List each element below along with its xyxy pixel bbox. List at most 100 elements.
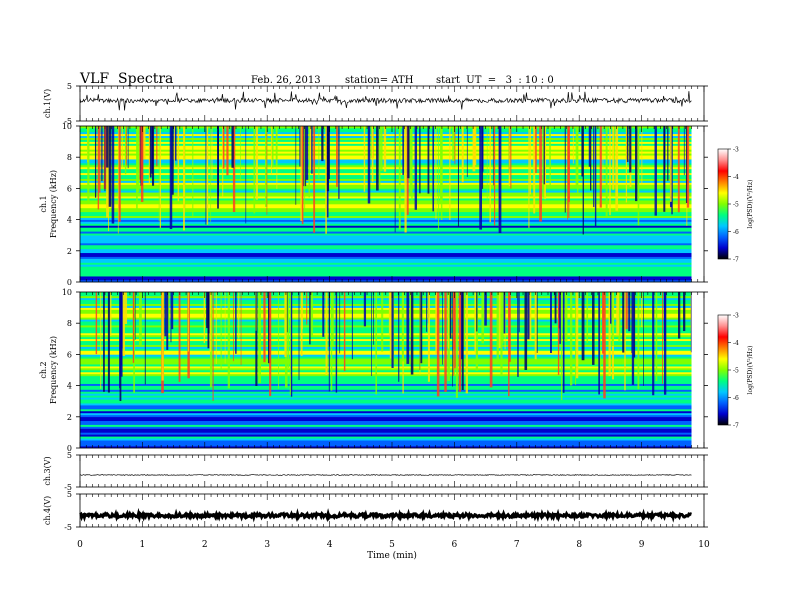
spheric-streak [628,292,631,332]
spheric-streak [121,126,123,168]
freq-band [80,405,692,408]
spheric-streak [212,292,214,401]
ch1-spectrogram-panel: 0 2 4 6 8 10 ch.1 Frequency (kHz) -3 -4 -5 -6 -7 log(… [39,122,754,287]
freq-band [80,192,692,195]
spheric-streak [217,126,219,197]
spheric-streak [564,126,566,213]
freq-band [80,254,692,257]
spheric-streak [581,126,584,177]
x-tick-label: 3 [264,540,270,550]
colorbar-tick-label: -6 [733,395,739,402]
spheric-streak [440,126,443,220]
spheric-streak [510,126,512,189]
y-tick-label: 4 [67,382,72,391]
y-tick-label: 5 [67,451,72,460]
spheric-streak [127,126,129,169]
spheric-streak [458,292,462,392]
freq-band [80,227,692,230]
spheric-streak [258,292,261,384]
spheric-streak [325,292,328,376]
freq-band [80,196,692,199]
freq-band [80,205,692,209]
spheric-streak [97,126,100,210]
spheric-streak [287,292,290,368]
ch4-waveform-panel: 5 -5 ch.4(V) [43,490,708,532]
spheric-streak [598,292,600,395]
spheric-streak [452,292,453,387]
spheric-streak [117,126,119,234]
spheric-streak [594,126,597,227]
spheric-streak [572,126,574,164]
freq-band [80,358,692,361]
spheric-streak [677,126,680,213]
spheric-streak [498,292,501,349]
freq-band [80,346,692,349]
spheric-streak [557,292,560,375]
colorbar-tick-label: -5 [733,368,739,375]
spheric-streak [528,292,532,340]
freq-band [80,303,692,306]
freq-band [80,401,692,404]
y-tick-label: 2 [67,247,72,256]
freq-band [80,371,692,375]
spheric-streak [409,126,412,194]
freq-band [80,299,692,303]
freq-band [80,340,692,343]
freq-band [80,231,692,234]
spheric-streak [575,292,579,379]
spheric-streak [321,126,324,162]
freq-band [80,362,692,365]
spheric-streak [575,292,577,385]
spheric-streak [590,126,592,191]
spheric-streak [171,126,174,195]
spheric-streak [622,292,625,353]
freq-band [80,204,692,207]
freq-band [80,368,692,371]
spheric-streak [610,292,612,324]
spheric-streak [118,126,121,222]
spheric-streak [301,126,304,225]
spheric-streak [637,292,640,390]
freq-band [80,381,692,384]
spheric-streak [339,292,341,354]
freq-band [80,301,692,304]
spheric-streak [119,292,120,389]
spheric-streak [330,292,333,391]
spheric-streak [240,292,242,366]
colorbar-tick-label: -3 [733,313,739,320]
spheric-streak [378,126,381,186]
spheric-streak [667,126,669,181]
spheric-streak [570,292,573,386]
spheric-streak [304,126,306,213]
freq-band [80,221,692,224]
spheric-streak [686,126,690,208]
spheric-streak [192,126,194,217]
spheric-streak [325,126,327,234]
freq-band [80,412,692,416]
spheric-streak [255,292,258,386]
spheric-streak [253,126,256,214]
spheric-streak [209,292,212,352]
spheric-streak [500,292,503,377]
spheric-streak [461,292,464,390]
freq-band [80,184,692,187]
spheric-streak [148,126,150,184]
spheric-streak [410,292,414,375]
spheric-streak [284,292,287,357]
freq-band [80,217,692,220]
spheric-streak [493,126,496,226]
freq-band [80,354,692,357]
freq-band [80,329,692,332]
spheric-streak [391,292,394,368]
y-tick-label: -5 [64,483,72,492]
spheric-streak [169,126,173,230]
spheric-streak [235,292,237,354]
spheric-streak [402,126,404,175]
freq-band [80,295,692,299]
freq-band [80,416,692,420]
spheric-streak [305,126,309,180]
x-tick-label: 9 [639,540,645,550]
spheric-streak [203,292,206,344]
freq-band [80,274,692,277]
